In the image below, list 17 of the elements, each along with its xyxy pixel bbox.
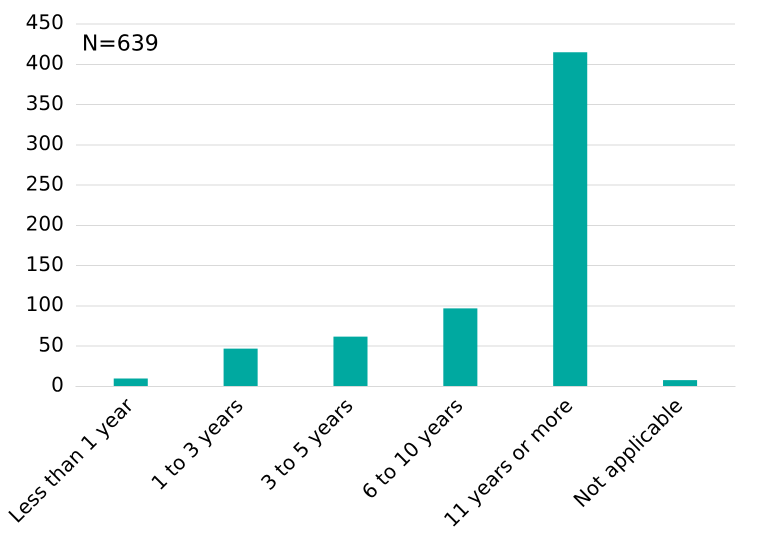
y-tick-label: 0 (51, 372, 64, 397)
y-tick-label: 400 (26, 50, 64, 74)
y-tick-label: 200 (26, 212, 64, 236)
bar (333, 336, 368, 386)
bar (114, 378, 148, 386)
bar (443, 308, 478, 386)
y-tick-label: 50 (38, 332, 64, 356)
bar (553, 52, 588, 386)
y-tick-label: 100 (26, 292, 64, 316)
bar (663, 380, 698, 386)
y-tick-label: 300 (26, 131, 64, 156)
y-tick-label: 350 (26, 90, 64, 115)
annotation: N=639 (82, 32, 159, 57)
y-tick-label: 450 (26, 10, 64, 34)
y-tick-label: 150 (26, 252, 64, 276)
bar (224, 348, 258, 386)
y-tick-label: 250 (26, 171, 64, 196)
